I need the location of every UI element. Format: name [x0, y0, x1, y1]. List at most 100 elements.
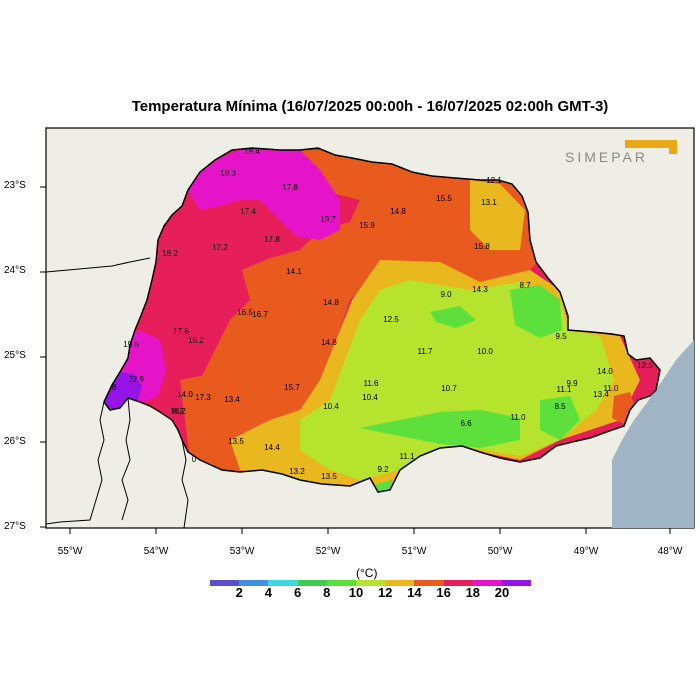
colorbar-tick-label: 14 — [407, 585, 422, 600]
border-line — [121, 397, 131, 521]
station-value: 6.6 — [460, 419, 472, 428]
station-value: 17.4 — [240, 207, 256, 216]
lon-label: 50°W — [487, 546, 513, 557]
station-value: 17.6 — [173, 327, 189, 336]
station-value: 14.4 — [264, 443, 280, 452]
colorbar-segment — [297, 580, 327, 586]
station-value: 16.5 — [237, 308, 253, 317]
lat-label: 24°S — [4, 265, 26, 276]
station-value: 9.5 — [555, 332, 567, 341]
colorbar-segment — [268, 580, 298, 586]
lon-label: 53°W — [229, 546, 255, 557]
station-value: 14.0 — [177, 390, 193, 399]
lat-label: 23°S — [4, 180, 26, 191]
station-value: 8.2 — [172, 407, 184, 416]
station-value: 8.5 — [554, 402, 566, 411]
station-value: 10.4 — [362, 393, 378, 402]
station-value: 17.8 — [282, 183, 298, 192]
station-value: 18.2 — [170, 407, 186, 416]
lon-label: 55°W — [57, 546, 83, 557]
station-value: 19.8 — [123, 340, 139, 349]
station-value: 19.7 — [164, 117, 180, 126]
colorbar-segment — [472, 580, 502, 586]
border-line — [46, 257, 151, 273]
station-value: 13.2 — [289, 467, 305, 476]
station-value: 17.8 — [264, 235, 280, 244]
station-value: 13.4 — [224, 395, 240, 404]
station-value: 15.8 — [474, 242, 490, 251]
colorbar-tick-label: 2 — [235, 585, 243, 600]
station-value: 17.3 — [195, 393, 211, 402]
station-value: 14.1 — [286, 267, 302, 276]
station-value: 12.1 — [486, 176, 502, 185]
station-value: 14.8 — [323, 298, 339, 307]
station-value: 18.2 — [162, 249, 178, 258]
station-value: 15.7 — [284, 383, 300, 392]
station-value: 22.9 — [128, 375, 144, 384]
lon-label: 48°W — [657, 546, 683, 557]
ocean-area — [612, 340, 694, 528]
lon-label: 52°W — [315, 546, 341, 557]
station-value: 8 — [112, 383, 117, 392]
colorbar-segment — [414, 580, 444, 586]
station-value: 15.5 — [436, 194, 452, 203]
station-value: 11.1 — [400, 452, 416, 461]
lon-label: 54°W — [143, 546, 169, 557]
colorbar-tick-label: 8 — [323, 585, 331, 600]
border-line — [181, 439, 189, 528]
station-value: 8.7 — [519, 281, 531, 290]
station-value: 12.5 — [383, 315, 399, 324]
station-value: 15.9 — [359, 221, 375, 230]
station-value: 13.5 — [321, 472, 337, 481]
colorbar-segment — [385, 580, 415, 586]
map-title: Temperatura Mínima (16/07/2025 00:00h - … — [131, 98, 609, 115]
station-value: 13.1 — [481, 198, 497, 207]
colorbar-segment — [502, 580, 532, 586]
colorbar-segment — [443, 580, 473, 586]
station-value: 15.2 — [188, 336, 204, 345]
station-value: 11.0 — [511, 413, 527, 422]
station-value: 11.1 — [557, 385, 573, 394]
station-labels: 19.7 18.4 19.3 17.8 17.4 19.7 15.9 14.8 15.5 12.1… — [112, 117, 654, 481]
station-value: 11.6 — [364, 379, 380, 388]
lat-label: 26°S — [4, 436, 26, 447]
colorbar-segment — [239, 580, 269, 586]
station-value: 14.3 — [472, 285, 488, 294]
station-value: 16.7 — [252, 310, 268, 319]
simepar-logo: SIMEPAR — [565, 140, 677, 165]
lon-label: 51°W — [401, 546, 427, 557]
station-value: 14.8 — [390, 207, 406, 216]
colorbar-segment — [326, 580, 356, 586]
colorbar-tick-label: 4 — [264, 585, 272, 600]
svg-text:SIMEPAR: SIMEPAR — [565, 149, 648, 165]
lon-label: 49°W — [573, 546, 599, 557]
lat-label: 25°S — [4, 350, 26, 361]
colorbar-tick-label: 6 — [293, 585, 302, 600]
station-value: 19.3 — [220, 169, 236, 178]
station-value: 0 — [192, 455, 197, 464]
station-value: 9.0 — [440, 290, 452, 299]
station-value: 9.9 — [566, 379, 578, 388]
station-value: 10.0 — [477, 347, 493, 356]
colorbar-segment — [210, 580, 240, 586]
station-value: 12.5 — [637, 361, 653, 370]
colorbar-tick-label: 12 — [377, 585, 393, 600]
state-outline — [103, 147, 661, 493]
colorbar-tick-label: 16 — [436, 585, 451, 600]
station-value: 13.5 — [228, 437, 244, 446]
colorbar-unit: (°C) — [356, 566, 378, 580]
station-value: 13.4 — [593, 390, 609, 399]
station-value: 14.0 — [597, 367, 613, 376]
colorbar-tick-label: 20 — [494, 585, 510, 600]
station-value: 10.7 — [441, 384, 457, 393]
station-value: 11.0 — [604, 384, 620, 393]
colorbar-segment — [356, 580, 386, 586]
colorbar-tick-label: 18 — [465, 585, 481, 600]
station-value: 18.4 — [244, 147, 260, 156]
colorbar-tick-label: 10 — [348, 585, 364, 600]
lat-label: 27°S — [4, 521, 26, 532]
station-value: 11.7 — [418, 347, 434, 356]
station-value: 17.2 — [212, 243, 228, 252]
station-value: 9.2 — [377, 465, 389, 474]
